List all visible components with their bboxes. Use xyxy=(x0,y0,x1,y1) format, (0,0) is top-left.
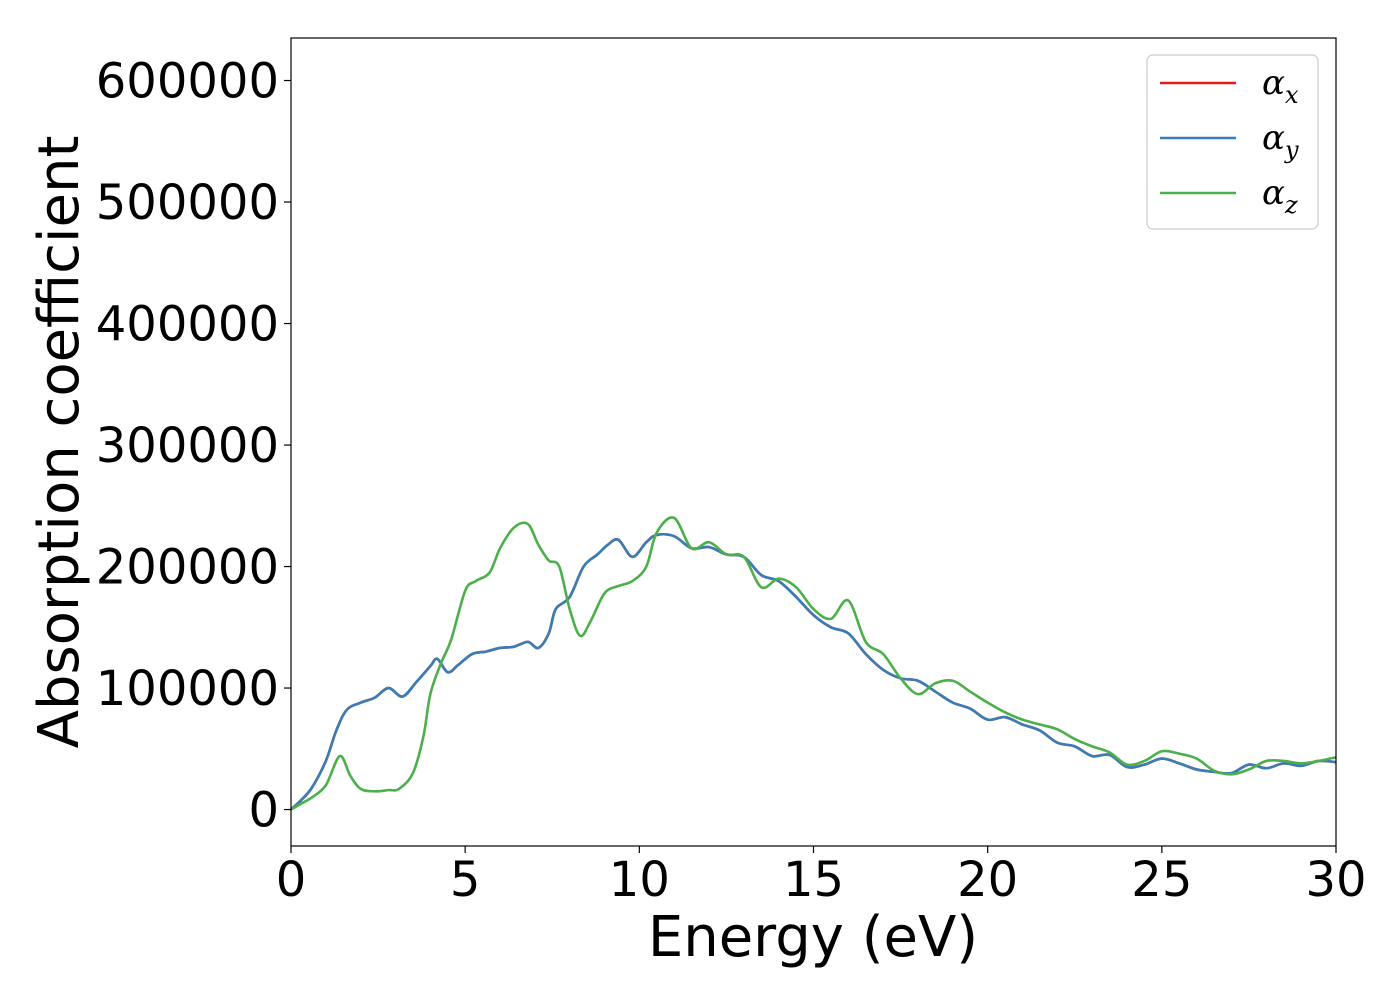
y-tick-label: 300000 xyxy=(96,418,279,474)
y-tick-label: 200000 xyxy=(96,540,279,596)
x-tick-label: 25 xyxy=(1131,852,1192,908)
y-axis-title: Absorption coefficient xyxy=(27,136,92,749)
x-tick-label: 15 xyxy=(783,852,844,908)
x-tick-label: 10 xyxy=(609,852,670,908)
x-tick-label: 5 xyxy=(450,852,481,908)
legend-label: αz xyxy=(1262,173,1298,219)
legend-label: αx xyxy=(1262,63,1299,109)
series-line-2 xyxy=(290,516,1337,811)
x-axis-title: Energy (eV) xyxy=(648,905,978,970)
legend-label: αy xyxy=(1262,118,1299,164)
x-axis: 0 5 10 15 20 25 30 xyxy=(276,846,1367,908)
legend: αx αy αz xyxy=(1146,54,1319,230)
x-tick-label: 20 xyxy=(957,852,1018,908)
legend-box xyxy=(1146,54,1319,230)
y-tick-label: 600000 xyxy=(96,54,279,110)
series-layer xyxy=(290,516,1337,811)
x-tick-label: 30 xyxy=(1305,852,1366,908)
y-tick-label: 100000 xyxy=(96,661,279,717)
y-tick-label: 400000 xyxy=(96,297,279,353)
y-tick-label: 0 xyxy=(248,783,279,839)
x-tick-label: 0 xyxy=(276,852,307,908)
y-tick-label: 500000 xyxy=(96,175,279,231)
y-axis: 0 100000 200000 300000 400000 500000 600000 xyxy=(96,54,291,839)
